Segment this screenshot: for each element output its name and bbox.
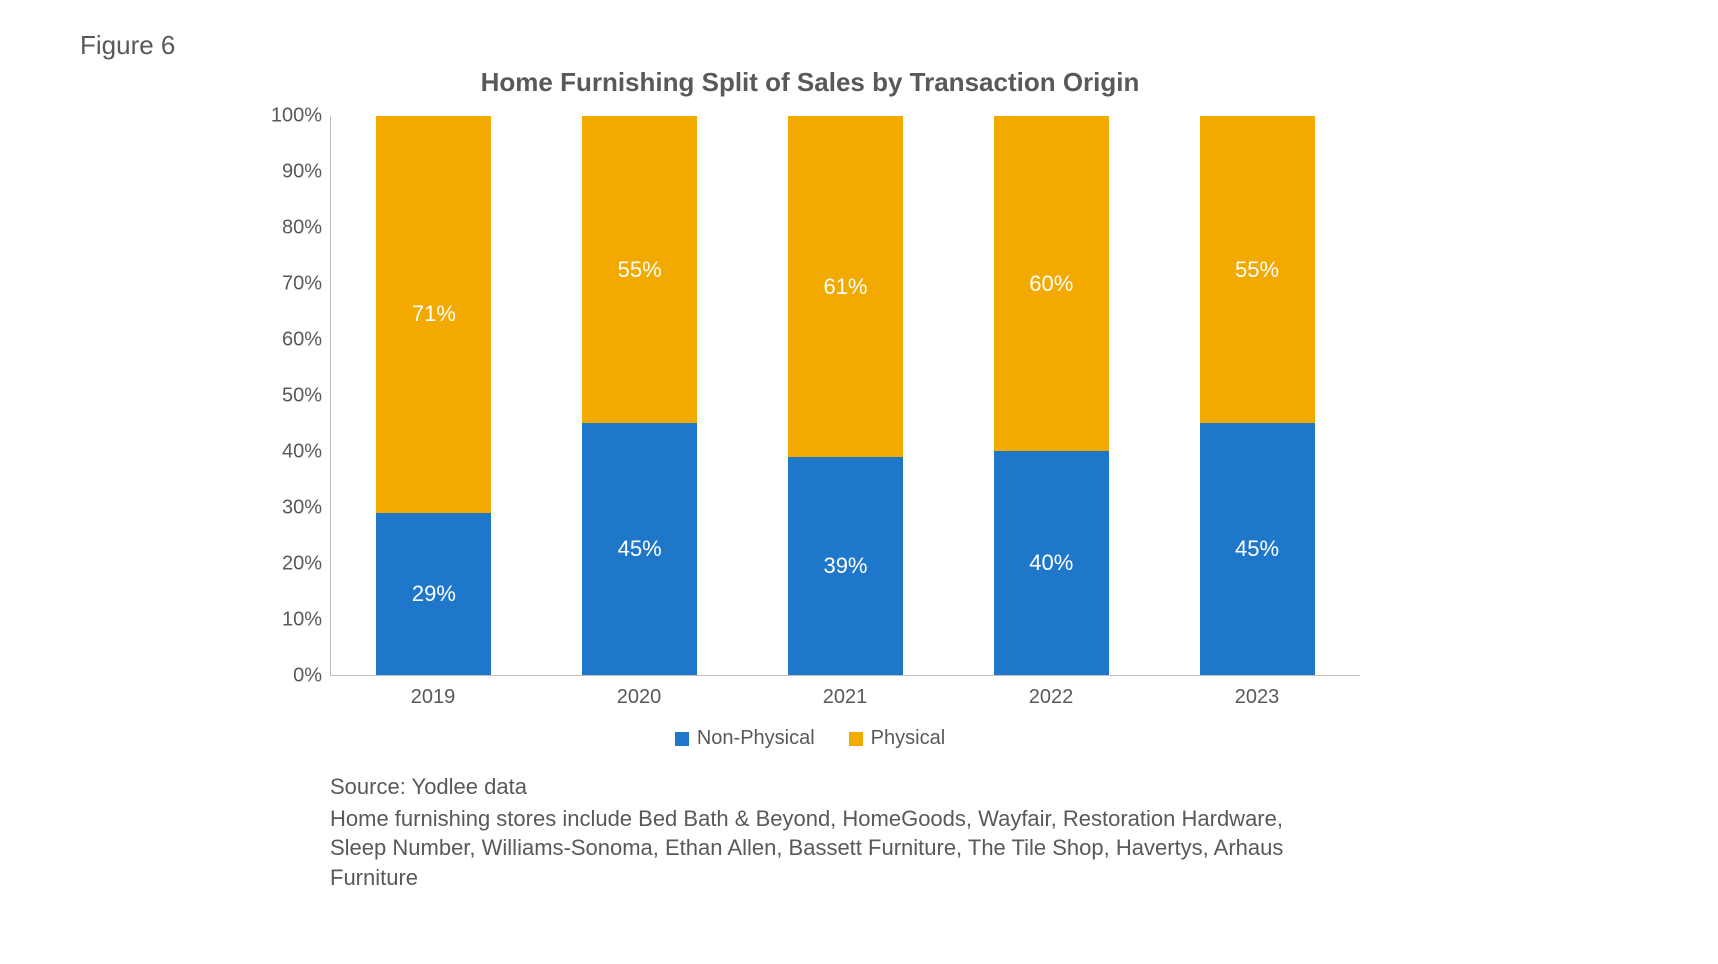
bar-segment-label: 40%	[1029, 550, 1073, 576]
bar-segment: 55%	[582, 116, 697, 423]
bar-stack: 45% 55%	[582, 116, 697, 675]
bar-segment: 55%	[1200, 116, 1315, 423]
bar-segment: 45%	[1200, 423, 1315, 675]
bar-segment: 40%	[994, 451, 1109, 675]
bar-segment-label: 55%	[1235, 257, 1279, 283]
y-tick: 80%	[282, 217, 322, 240]
figure-container: Figure 6 Home Furnishing Split of Sales …	[0, 0, 1718, 964]
bar-segment-label: 45%	[618, 536, 662, 562]
y-tick: 40%	[282, 441, 322, 464]
bar-segment-label: 55%	[618, 257, 662, 283]
bar-segment-label: 29%	[412, 581, 456, 607]
y-tick: 10%	[282, 609, 322, 632]
bar-segment: 29%	[376, 513, 491, 675]
bar-stack: 40% 60%	[994, 116, 1109, 675]
plot-area: 29% 71% 45% 55% 39% 61% 40% 60% 45% 55%	[330, 116, 1360, 676]
x-tick: 2019	[353, 686, 513, 709]
x-tick: 2022	[971, 686, 1131, 709]
y-tick: 90%	[282, 161, 322, 184]
bar-segment-label: 39%	[823, 553, 867, 579]
x-tick: 2023	[1177, 686, 1337, 709]
bar-stack: 39% 61%	[788, 116, 903, 675]
bar: 40% 60%	[971, 116, 1131, 675]
x-tick: 2021	[765, 686, 925, 709]
bar: 45% 55%	[1177, 116, 1337, 675]
y-tick: 60%	[282, 329, 322, 352]
chart-title: Home Furnishing Split of Sales by Transa…	[260, 67, 1360, 98]
bar-segment: 39%	[788, 457, 903, 675]
bar-stack: 29% 71%	[376, 116, 491, 675]
bar-segment: 60%	[994, 116, 1109, 451]
x-axis: 2019 2020 2021 2022 2023	[330, 686, 1360, 709]
legend: Non-Physical Physical	[260, 727, 1360, 750]
y-axis: 0%10%20%30%40%50%60%70%80%90%100%	[260, 116, 330, 676]
legend-item: Physical	[849, 727, 945, 750]
bar: 39% 61%	[765, 116, 925, 675]
y-tick: 70%	[282, 273, 322, 296]
bar-segment: 61%	[788, 116, 903, 457]
bar-segment-label: 60%	[1029, 271, 1073, 297]
bars-layer: 29% 71% 45% 55% 39% 61% 40% 60% 45% 55%	[331, 116, 1360, 675]
bar-segment: 71%	[376, 116, 491, 513]
y-tick: 30%	[282, 497, 322, 520]
bar-segment: 45%	[582, 423, 697, 675]
bar: 45% 55%	[560, 116, 720, 675]
y-tick: 50%	[282, 385, 322, 408]
bar: 29% 71%	[354, 116, 514, 675]
figure-label: Figure 6	[80, 30, 1638, 61]
footnote-line: Home furnishing stores include Bed Bath …	[330, 804, 1310, 893]
footnote: Source: Yodlee dataHome furnishing store…	[330, 772, 1310, 893]
bar-stack: 45% 55%	[1200, 116, 1315, 675]
footnote-line: Source: Yodlee data	[330, 772, 1310, 802]
y-tick: 100%	[271, 105, 322, 128]
legend-label: Non-Physical	[697, 727, 815, 750]
legend-swatch	[849, 732, 863, 746]
y-tick: 0%	[293, 665, 322, 688]
bar-segment-label: 45%	[1235, 536, 1279, 562]
chart: Home Furnishing Split of Sales by Transa…	[260, 67, 1360, 750]
bar-segment-label: 71%	[412, 301, 456, 327]
legend-label: Physical	[871, 727, 945, 750]
x-tick: 2020	[559, 686, 719, 709]
y-tick: 20%	[282, 553, 322, 576]
bar-segment-label: 61%	[823, 274, 867, 300]
legend-swatch	[675, 732, 689, 746]
plot-row: 0%10%20%30%40%50%60%70%80%90%100% 29%71%…	[260, 116, 1360, 676]
legend-item: Non-Physical	[675, 727, 815, 750]
